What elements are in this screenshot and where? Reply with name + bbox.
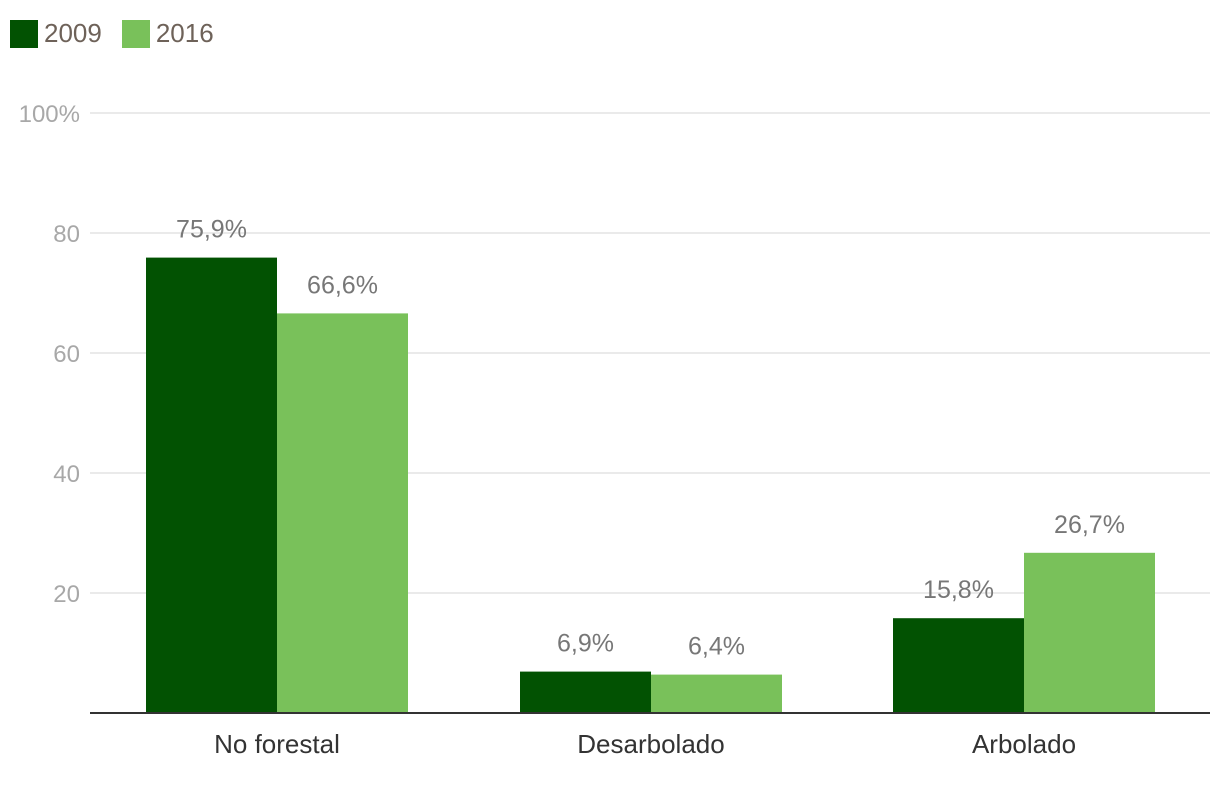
legend-item-2016: 2016 (121, 18, 214, 49)
legend-item-2009: 2009 (10, 18, 102, 49)
data-label-2009-2: 15,8% (923, 576, 994, 604)
x-tick-label-1: Desarbolado (577, 729, 724, 759)
y-tick-label-60: 60 (53, 341, 80, 368)
bar-2016-0 (277, 313, 408, 713)
bar-2009-1 (520, 671, 651, 713)
bar-2016-2 (1024, 552, 1155, 713)
legend: 2009 2016 (10, 18, 234, 49)
bar-2009-2 (893, 618, 1024, 713)
data-label-2009-0: 75,9% (176, 216, 247, 244)
data-label-2016-1: 6,4% (688, 633, 745, 661)
legend-swatch-2016 (121, 19, 150, 48)
data-label-2016-0: 66,6% (307, 271, 378, 299)
data-label-2009-1: 6,9% (557, 630, 614, 658)
x-tick-label-0: No forestal (214, 729, 340, 759)
x-tick-label-2: Arbolado (972, 729, 1076, 759)
y-tick-label-20: 20 (53, 581, 80, 608)
data-label-2016-2: 26,7% (1054, 511, 1125, 539)
y-tick-label-40: 40 (53, 461, 80, 488)
legend-label-2016: 2016 (155, 18, 214, 48)
legend-swatch-2009 (10, 19, 38, 48)
y-tick-label-80: 80 (53, 221, 80, 248)
y-tick-label-100: 100% (19, 101, 80, 128)
bar-2016-1 (651, 674, 782, 713)
bar-2009-0 (146, 257, 277, 713)
legend-label-2009: 2009 (44, 18, 102, 48)
